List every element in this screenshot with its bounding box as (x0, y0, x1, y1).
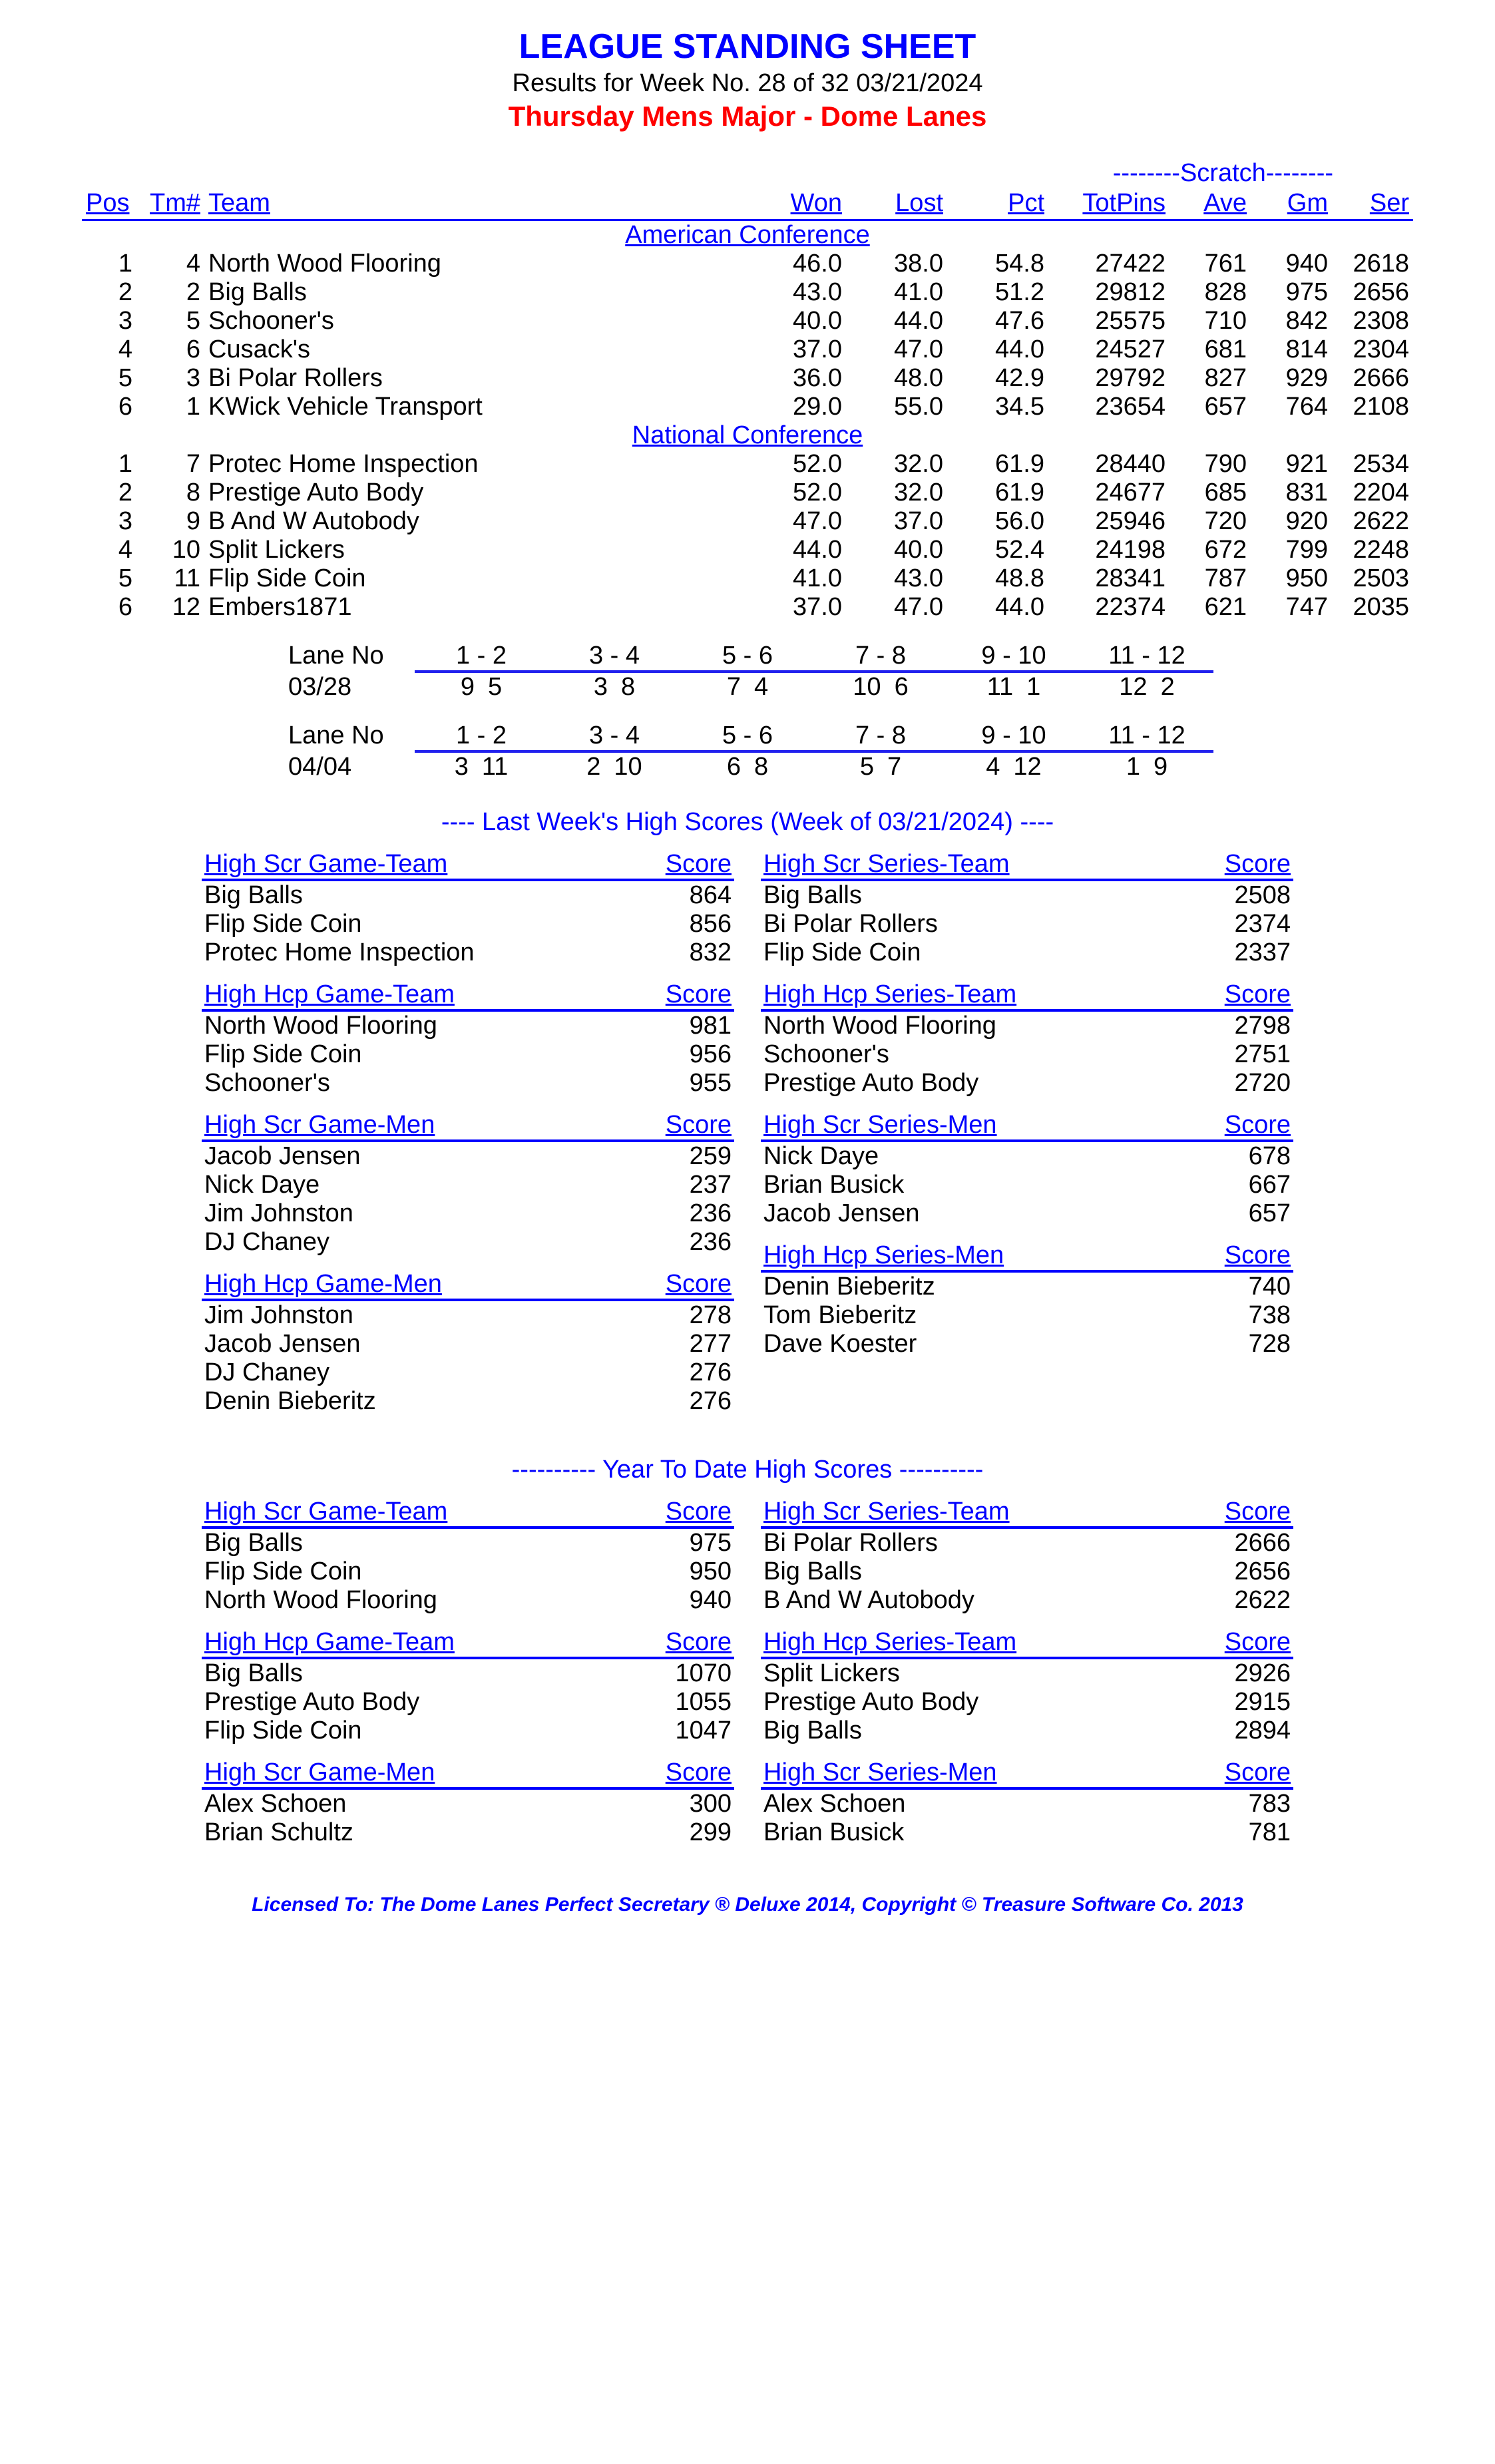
high-score-group: High Scr Series-MenScoreAlex Schoen783Br… (761, 1758, 1293, 1847)
high-score-row: Big Balls2894 (761, 1717, 1293, 1745)
standings-row: 3 9 B And W Autobody 47.0 37.0 56.0 2594… (82, 507, 1413, 536)
high-score-group: High Hcp Game-MenScoreJim Johnston278Jac… (202, 1270, 734, 1416)
high-score-row: Big Balls975 (202, 1529, 734, 1557)
high-score-row: Big Balls2508 (761, 881, 1293, 910)
standings-row: 4 6 Cusack's 37.0 47.0 44.0 24527 681 81… (82, 335, 1413, 364)
high-score-row: Denin Bieberitz740 (761, 1273, 1293, 1301)
standings-row: 1 7 Protec Home Inspection 52.0 32.0 61.… (82, 450, 1413, 479)
high-score-row: North Wood Flooring2798 (761, 1012, 1293, 1040)
league-name: Thursday Mens Major - Dome Lanes (82, 101, 1413, 132)
high-score-row: Brian Schultz299 (202, 1818, 734, 1847)
standings-row: 3 5 Schooner's 40.0 44.0 47.6 25575 710 … (82, 307, 1413, 335)
high-score-row: Flip Side Coin856 (202, 910, 734, 938)
high-score-group: High Scr Game-TeamScoreBig Balls864Flip … (202, 850, 734, 967)
standings-row: 4 10 Split Lickers 44.0 40.0 52.4 24198 … (82, 536, 1413, 564)
high-score-row: Schooner's955 (202, 1069, 734, 1098)
high-score-row: Flip Side Coin956 (202, 1040, 734, 1069)
standings-row: 6 1 KWick Vehicle Transport 29.0 55.0 34… (82, 393, 1413, 421)
high-score-row: Big Balls1070 (202, 1659, 734, 1688)
high-score-row: North Wood Flooring981 (202, 1012, 734, 1040)
high-score-row: Jacob Jensen657 (761, 1199, 1293, 1228)
high-score-row: Flip Side Coin1047 (202, 1717, 734, 1745)
high-score-row: Split Lickers2926 (761, 1659, 1293, 1688)
standings-row: 5 3 Bi Polar Rollers 36.0 48.0 42.9 2979… (82, 364, 1413, 393)
high-score-row: DJ Chaney276 (202, 1358, 734, 1387)
standings-row: 6 12 Embers1871 37.0 47.0 44.0 22374 621… (82, 593, 1413, 622)
col-gm: Gm (1251, 188, 1332, 220)
high-score-group: High Hcp Game-TeamScoreNorth Wood Floori… (202, 980, 734, 1098)
high-score-row: Flip Side Coin950 (202, 1557, 734, 1586)
high-score-row: Protec Home Inspection832 (202, 938, 734, 967)
lane-schedule: Lane No1 - 23 - 45 - 67 - 89 - 1011 - 12… (282, 642, 1213, 702)
high-score-row: Bi Polar Rollers2666 (761, 1529, 1293, 1557)
high-score-row: B And W Autobody2622 (761, 1586, 1293, 1615)
high-score-row: Jacob Jensen259 (202, 1142, 734, 1171)
conference-header: American Conference (82, 220, 1413, 250)
high-score-row: Brian Busick667 (761, 1171, 1293, 1199)
high-score-group: High Hcp Series-MenScoreDenin Bieberitz7… (761, 1241, 1293, 1358)
high-score-row: Nick Daye678 (761, 1142, 1293, 1171)
high-score-group: High Scr Game-MenScoreAlex Schoen300Bria… (202, 1758, 734, 1847)
footer: Licensed To: The Dome Lanes Perfect Secr… (82, 1894, 1413, 1916)
standings-row: 5 11 Flip Side Coin 41.0 43.0 48.8 28341… (82, 564, 1413, 593)
high-score-row: Alex Schoen783 (761, 1790, 1293, 1818)
high-score-row: Jim Johnston236 (202, 1199, 734, 1228)
high-score-group: High Hcp Game-TeamScoreBig Balls1070Pres… (202, 1628, 734, 1745)
high-score-row: Denin Bieberitz276 (202, 1387, 734, 1416)
col-team: Team (204, 188, 745, 220)
high-score-row: Jim Johnston278 (202, 1301, 734, 1330)
col-won: Won (745, 188, 846, 220)
high-score-group: High Scr Game-MenScoreJacob Jensen259Nic… (202, 1111, 734, 1257)
high-score-group: High Scr Series-TeamScoreBi Polar Roller… (761, 1498, 1293, 1615)
high-score-group: High Hcp Series-TeamScoreSplit Lickers29… (761, 1628, 1293, 1745)
high-score-row: Dave Koester728 (761, 1330, 1293, 1358)
col-ser: Ser (1332, 188, 1413, 220)
col-lost: Lost (846, 188, 947, 220)
high-score-row: Flip Side Coin2337 (761, 938, 1293, 967)
last-week-title: ---- Last Week's High Scores (Week of 03… (82, 808, 1413, 837)
high-score-row: Brian Busick781 (761, 1818, 1293, 1847)
high-score-row: Big Balls2656 (761, 1557, 1293, 1586)
header-row: Pos Tm# Team Won Lost Pct TotPins Ave Gm… (82, 188, 1413, 220)
lane-schedule: Lane No1 - 23 - 45 - 67 - 89 - 1011 - 12… (282, 721, 1213, 781)
col-totpins: TotPins (1048, 188, 1170, 220)
ytd-title: ---------- Year To Date High Scores ----… (82, 1456, 1413, 1484)
conference-header: National Conference (82, 421, 1413, 450)
standings-row: 2 2 Big Balls 43.0 41.0 51.2 29812 828 9… (82, 278, 1413, 307)
high-score-row: Nick Daye237 (202, 1171, 734, 1199)
col-ave: Ave (1170, 188, 1251, 220)
standings-row: 2 8 Prestige Auto Body 52.0 32.0 61.9 24… (82, 479, 1413, 507)
col-tm: Tm# (136, 188, 204, 220)
high-score-group: High Scr Game-TeamScoreBig Balls975Flip … (202, 1498, 734, 1615)
high-score-row: Big Balls864 (202, 881, 734, 910)
high-score-row: Bi Polar Rollers2374 (761, 910, 1293, 938)
high-score-row: Prestige Auto Body2720 (761, 1069, 1293, 1098)
high-score-row: Alex Schoen300 (202, 1790, 734, 1818)
high-score-row: Prestige Auto Body1055 (202, 1688, 734, 1717)
high-score-row: Jacob Jensen277 (202, 1330, 734, 1358)
high-score-group: High Scr Series-MenScoreNick Daye678Bria… (761, 1111, 1293, 1228)
high-score-row: Schooner's2751 (761, 1040, 1293, 1069)
high-score-row: DJ Chaney236 (202, 1228, 734, 1257)
standings-table: Pos Tm# Team Won Lost Pct TotPins Ave Gm… (82, 188, 1413, 622)
high-score-row: North Wood Flooring940 (202, 1586, 734, 1615)
results-line: Results for Week No. 28 of 32 03/21/2024 (82, 69, 1413, 98)
col-pos: Pos (82, 188, 136, 220)
high-score-group: High Scr Series-TeamScoreBig Balls2508Bi… (761, 850, 1293, 967)
col-pct: Pct (947, 188, 1048, 220)
standings-row: 1 4 North Wood Flooring 46.0 38.0 54.8 2… (82, 250, 1413, 278)
high-score-row: Tom Bieberitz738 (761, 1301, 1293, 1330)
high-score-group: High Hcp Series-TeamScoreNorth Wood Floo… (761, 980, 1293, 1098)
page-title: LEAGUE STANDING SHEET (82, 27, 1413, 67)
high-score-row: Prestige Auto Body2915 (761, 1688, 1293, 1717)
scratch-label: --------Scratch-------- (82, 159, 1413, 188)
